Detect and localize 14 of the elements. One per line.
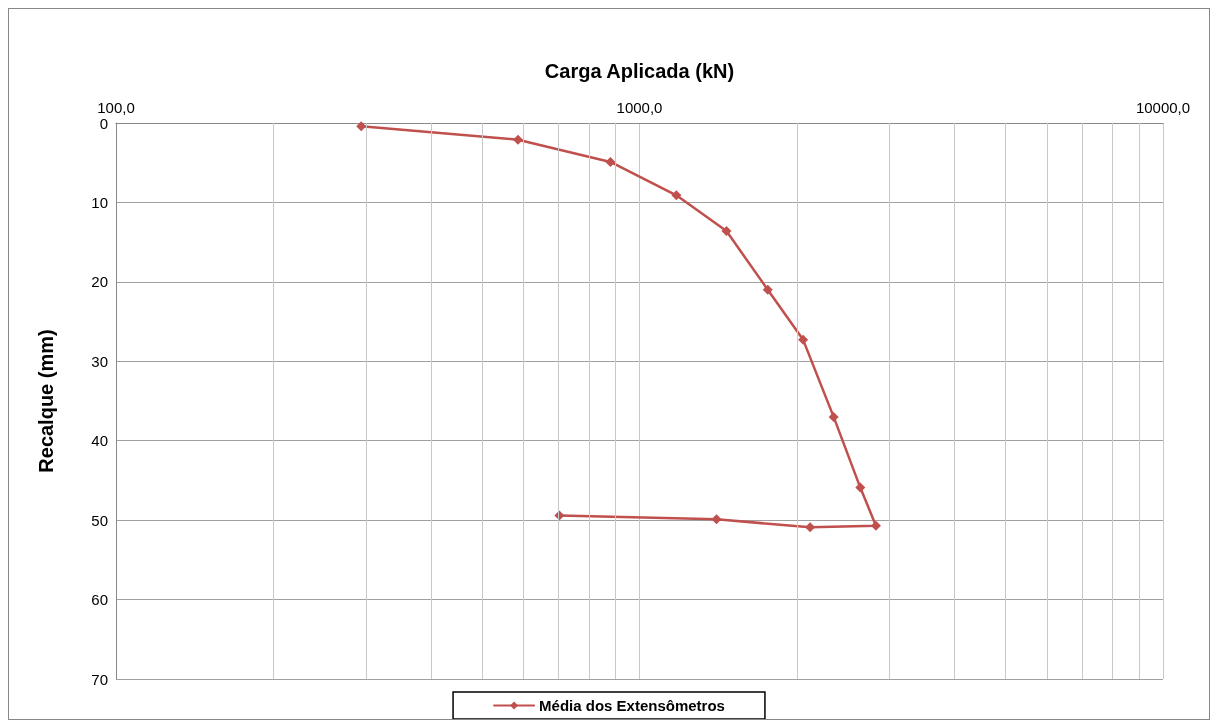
y-tick-label: 0 — [99, 114, 108, 132]
y-tick-label: 60 — [91, 591, 108, 609]
y-tick-label: 30 — [91, 352, 108, 370]
y-tick-label: 40 — [91, 432, 108, 450]
x-tick-label: 10000,0 — [1135, 99, 1191, 116]
x-tick-label: 100,0 — [97, 99, 135, 116]
x-axis-title: Carga Aplicada (kN) — [544, 60, 735, 82]
x-tick-label: 1000,0 — [616, 99, 663, 116]
y-tick-label: 10 — [91, 193, 108, 211]
legend-label: Média dos Extensômetros — [539, 697, 725, 714]
y-tick-label: 50 — [91, 511, 108, 529]
y-axis-title: Recalque (mm) — [35, 329, 57, 473]
y-tick-label: 20 — [91, 273, 108, 291]
y-tick-label: 70 — [91, 670, 108, 688]
